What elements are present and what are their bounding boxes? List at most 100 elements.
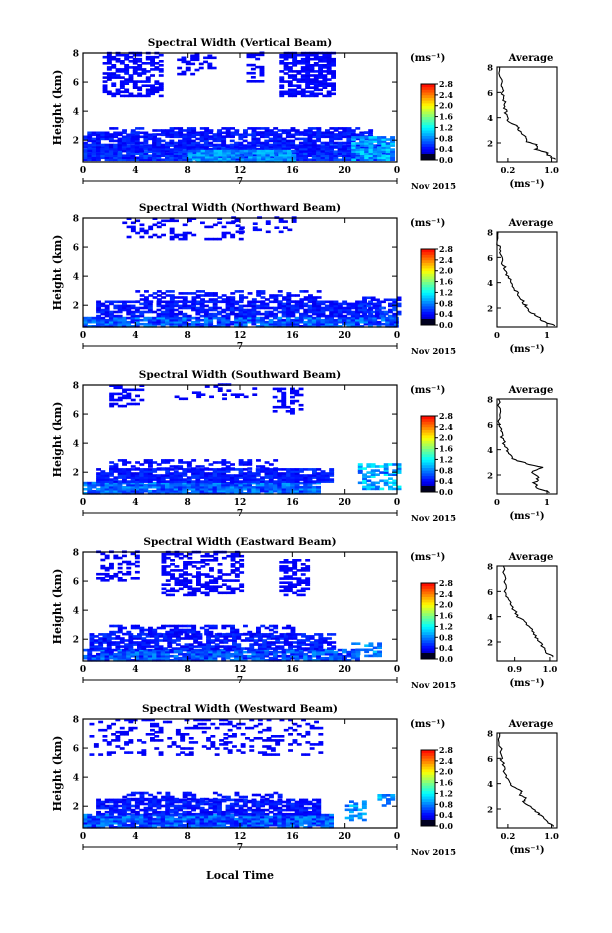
heatmap-cell (161, 474, 166, 477)
avg-profile-line (499, 67, 556, 160)
heatmap-cell (182, 71, 187, 74)
heatmap-cell (209, 567, 214, 570)
heatmap-cell (251, 486, 256, 489)
heatmap-cell (290, 408, 295, 411)
heatmap-cell (120, 637, 125, 640)
heatmap-cell (146, 639, 151, 642)
heatmap-cell (210, 635, 215, 638)
heatmap-cell (176, 635, 181, 638)
heatmap-cell (236, 224, 241, 227)
heatmap-cell (279, 218, 284, 221)
heatmap-cell (218, 592, 223, 595)
heatmap-cell (277, 388, 282, 391)
heatmap-cell (222, 398, 227, 401)
heatmap-cell (297, 60, 302, 63)
heatmap-cell (312, 296, 317, 299)
heatmap-cell (255, 80, 260, 83)
heatmap-cell (243, 309, 248, 312)
heatmap-cell (178, 625, 183, 628)
heatmap-cell (388, 477, 393, 480)
heatmap-cell (267, 641, 272, 644)
heatmap-cell (170, 294, 175, 297)
heatmap-cell (153, 292, 158, 295)
heatmap-cell (161, 140, 166, 143)
heatmap-cell (388, 486, 393, 489)
heatmap-cell (118, 315, 123, 318)
heatmap-cell (291, 150, 296, 153)
heatmap-cell (277, 472, 282, 475)
colorbar-segment (421, 106, 435, 109)
heatmap-cell (236, 231, 241, 234)
heatmap-cell (284, 72, 289, 75)
heatmap-cell (230, 467, 235, 470)
heatmap-cell (187, 305, 192, 308)
heatmap-cell (239, 459, 244, 462)
heatmap-cell (148, 226, 153, 229)
heatmap-cell (308, 294, 313, 297)
colorbar-segment (421, 301, 435, 304)
heatmap-cell (122, 468, 127, 471)
heatmap-cell (256, 138, 261, 141)
heatmap-cell (109, 301, 114, 304)
colorbar-segment (421, 92, 435, 95)
heatmap-cell (115, 641, 120, 644)
heatmap-cell (148, 627, 153, 630)
heatmap-cell (192, 150, 197, 153)
heatmap-cell (201, 150, 206, 153)
heatmap-cell (196, 465, 201, 468)
heatmap-cell (282, 468, 287, 471)
heatmap-cell (175, 565, 180, 568)
heatmap-cell (159, 95, 164, 98)
heatmap-cell (205, 553, 210, 556)
heatmap-cell (200, 222, 205, 225)
heatmap-cell (327, 91, 332, 94)
heatmap-cell (152, 490, 157, 493)
heatmap-cell (308, 655, 313, 658)
heatmap-cell (157, 222, 162, 225)
heatmap-cell (222, 579, 227, 582)
heatmap-cell (277, 400, 282, 403)
heatmap-cell (314, 62, 319, 65)
heatmap-cell (219, 645, 224, 648)
heatmap-cell (288, 89, 293, 92)
heatmap-cell (265, 127, 270, 130)
heatmap-cell (165, 133, 170, 136)
colorbar-segment (421, 125, 435, 128)
heatmap-cell (162, 553, 167, 556)
heatmap-cell (170, 559, 175, 562)
heatmap-cell (167, 635, 172, 638)
heatmap-cell (379, 315, 384, 318)
heatmap-cell (179, 579, 184, 582)
heatmap-cell (179, 588, 184, 591)
heatmap-cell (142, 80, 147, 83)
heatmap-cell (282, 296, 287, 299)
heatmap-cell (262, 639, 267, 642)
heatmap-cell (127, 226, 132, 229)
heatmap-cell (103, 72, 108, 75)
heatmap-cell (221, 127, 226, 130)
heatmap-cell (291, 294, 296, 297)
heatmap-cell (178, 238, 183, 241)
heatmap-cell (291, 300, 296, 303)
heatmap-cell (252, 393, 257, 396)
heatmap-cell (83, 649, 88, 652)
heatmap-cell (287, 229, 292, 232)
heatmap-cell (239, 301, 244, 304)
heatmap-cell (161, 459, 166, 462)
heatmap-cell (100, 144, 105, 147)
y-tick-label: 4 (73, 440, 79, 450)
heatmap-cell (157, 298, 162, 301)
heatmap-cell (310, 641, 315, 644)
heatmap-cell (162, 588, 167, 591)
heatmap-cell (286, 292, 291, 295)
heatmap-cell (148, 300, 153, 303)
heatmap-cell (122, 561, 127, 564)
heatmap-cell (254, 639, 259, 642)
heatmap-cell (148, 236, 153, 239)
heatmap-cell (113, 140, 118, 143)
heatmap-cell (131, 305, 136, 308)
heatmap-cell (247, 301, 252, 304)
heatmap-cell (379, 471, 384, 474)
heatmap-cell (269, 651, 274, 654)
heatmap-cell (316, 144, 321, 147)
